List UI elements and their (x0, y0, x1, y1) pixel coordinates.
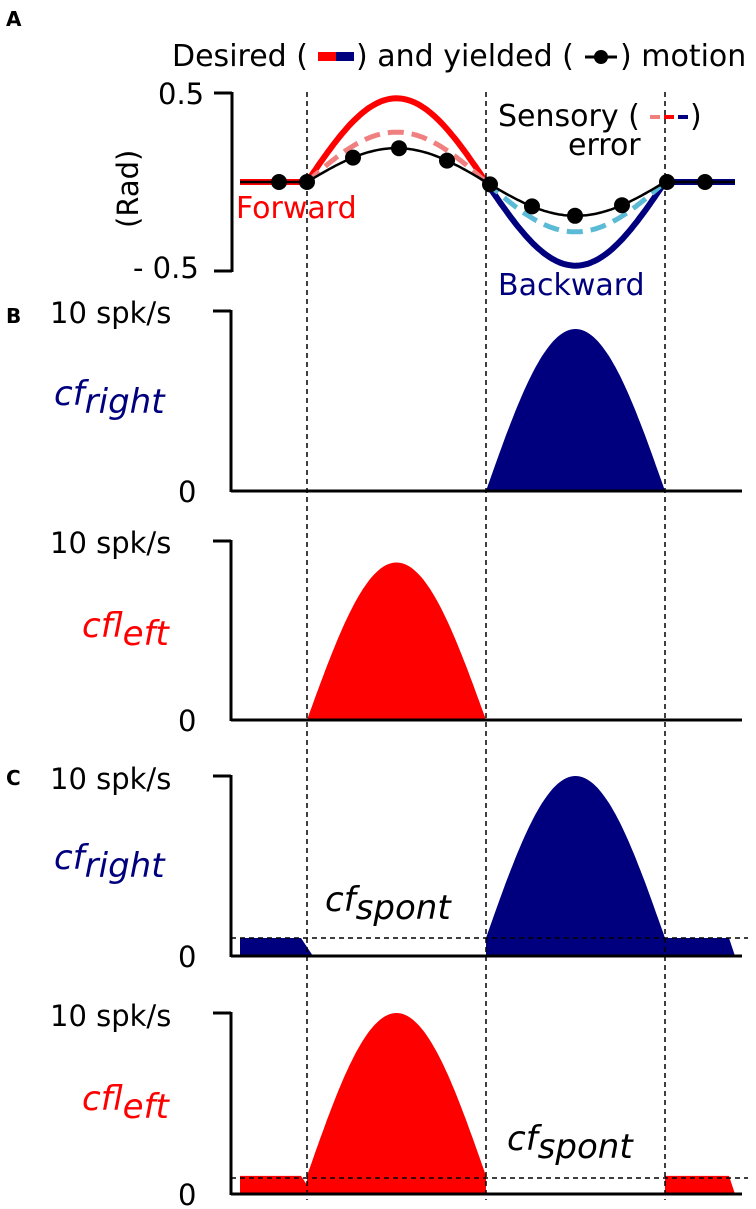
panel-c-right-ytick-zero: 0 (178, 940, 196, 974)
desired-forward-line (240, 95, 489, 185)
panel-b-left-label: cfleft (82, 606, 171, 654)
cf-left-b-burst (307, 562, 486, 720)
panel-c-right-label-sub: right (85, 846, 167, 886)
panel-a-title-and-yielded: ) and yielded ( (356, 39, 574, 74)
yielded-motion-point-3 (391, 140, 407, 157)
panel-a-curves (240, 95, 735, 269)
panel-b-left: 10 spk/s 0 cfleft (50, 526, 742, 738)
panel-b-left-ytick-zero: 0 (178, 704, 196, 738)
panel-letter-b: B (6, 304, 21, 328)
panel-c-right-area (240, 776, 735, 956)
yielded-motion-point-0 (271, 174, 287, 190)
yielded-motion-point-2 (345, 149, 361, 166)
sensory-error-close: ) (690, 99, 702, 134)
cf-left-c-spont-segment-1 (665, 1175, 735, 1194)
panel-c-left-label-main: cf (82, 1079, 123, 1119)
panel-a-ytick-label-bottom: - 0.5 (133, 251, 199, 285)
cf-right-c-spont-segment-1 (665, 938, 735, 956)
panel-letter-a: A (6, 7, 22, 31)
legend-yielded-swatch (585, 50, 617, 64)
yielded-motion-point-4 (439, 152, 455, 169)
yielded-motion-point-7 (567, 207, 583, 224)
panel-c-right-spont-sub: spont (356, 888, 453, 928)
panel-c-left: 10 spk/s 0 cfleft cfspont (50, 999, 748, 1209)
panel-c-left-ytick-zero: 0 (178, 1178, 196, 1209)
panel-c-right-label: cfright (54, 838, 166, 886)
panel-c-left-spont-sub: spont (538, 1127, 635, 1167)
sensory-error-label: Sensory ( (498, 99, 640, 134)
panel-b-right-area (486, 329, 665, 491)
panel-a-title-desired: Desired ( (172, 39, 308, 74)
panel-b-right-label: cfright (54, 374, 166, 422)
panel-c-right-spont-main: cf (325, 880, 361, 920)
yielded-motion-point-10 (697, 174, 713, 190)
panel-c-right: 10 spk/s 0 cfright cfspont (50, 762, 748, 974)
cf-right-c-burst (486, 776, 665, 956)
panel-b-left-area (307, 562, 486, 720)
yielded-motion-point-5 (482, 176, 498, 193)
panel-b-left-label-sub: left (123, 614, 171, 654)
cf-left-c-spont-segment-0 (240, 1175, 313, 1194)
panel-c-right-spont-label: cfspont (325, 880, 452, 928)
cf-right-b-burst (486, 329, 665, 491)
backward-label: Backward (498, 268, 645, 303)
panel-c-right-ytick-top: 10 spk/s (50, 762, 171, 796)
panel-b-right-ytick-zero: 0 (178, 475, 196, 509)
panel-c-left-spont-main: cf (507, 1119, 543, 1159)
panel-b-left-ytick-top: 10 spk/s (50, 526, 171, 560)
sensory-error-backward-line (484, 180, 667, 235)
panel-c-left-area (240, 1013, 735, 1194)
panel-b-right: 10 spk/s 0 cfright (50, 296, 742, 509)
panel-a-title-motion: ) motion (620, 39, 746, 74)
panel-a-ytick-label-top: 0.5 (158, 77, 204, 111)
panel-b-right-label-main: cf (54, 374, 90, 414)
panel-c-left-ytick-top: 10 spk/s (50, 999, 171, 1033)
sensory-error-forward-line (305, 129, 488, 184)
yielded-motion-point-6 (524, 198, 540, 215)
panel-b-left-label-main: cf (82, 606, 123, 646)
forward-label: Forward (236, 191, 357, 226)
legend-desired-forward-swatch (318, 52, 336, 61)
panel-b-right-ytick-top: 10 spk/s (50, 296, 171, 330)
yielded-motion-point-8 (614, 197, 630, 214)
panel-c-left-spont-label: cfspont (507, 1119, 634, 1167)
sensory-error-word: error (568, 128, 641, 163)
yielded-motion-point-9 (659, 174, 675, 190)
panel-c-left-label-sub: left (123, 1087, 171, 1127)
cf-left-c-burst (307, 1013, 486, 1194)
panel-b-right-label-sub: right (85, 382, 167, 422)
desired-backward-line (483, 179, 735, 269)
panel-c-left-label: cfleft (82, 1079, 171, 1127)
panel-letter-c: C (6, 766, 21, 790)
cf-right-c-spont-segment-0 (240, 938, 313, 956)
panel-c-right-label-main: cf (54, 838, 90, 878)
panel-a-ylabel: (Rad) (111, 150, 145, 228)
legend-desired-backward-swatch (336, 52, 354, 61)
